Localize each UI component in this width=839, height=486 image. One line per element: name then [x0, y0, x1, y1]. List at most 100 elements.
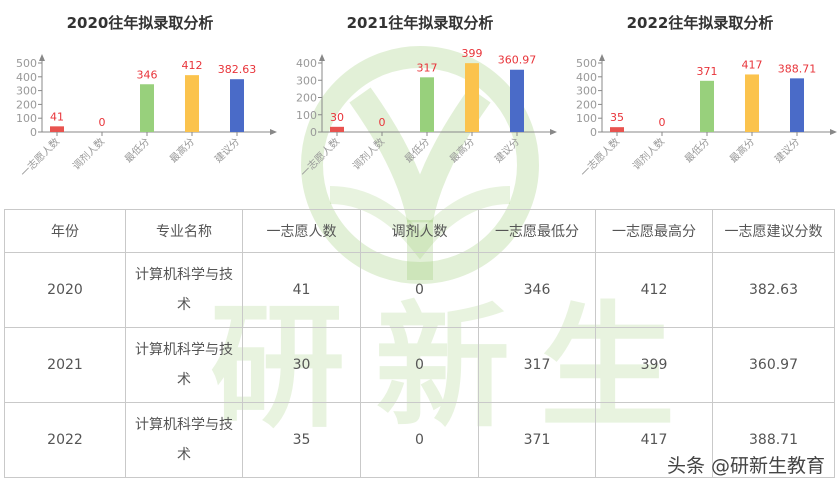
header-year: 年份 — [4, 209, 126, 253]
cell-year: 2020 — [4, 252, 126, 328]
x-axis-arrow-icon — [550, 129, 557, 135]
svg-text:0: 0 — [379, 116, 386, 129]
svg-text:417: 417 — [742, 58, 763, 71]
x-axis-arrow-icon — [270, 129, 277, 135]
svg-text:一志愿人数: 一志愿人数 — [298, 135, 343, 180]
svg-text:0: 0 — [590, 126, 597, 139]
header-max-score: 一志愿最高分 — [595, 209, 713, 253]
cell-min-score: 371 — [478, 402, 596, 478]
y-axis-arrow-icon — [599, 54, 605, 61]
svg-text:500: 500 — [576, 57, 597, 70]
table-row: 2020 计算机科学与技术 41 0 346 412 382.63 — [4, 252, 835, 328]
svg-text:调剂人数: 调剂人数 — [350, 135, 387, 172]
svg-text:400: 400 — [296, 57, 317, 70]
svg-text:200: 200 — [16, 98, 37, 111]
admission-table: 年份 专业名称 一志愿人数 调剂人数 一志愿最低分 一志愿最高分 一志愿建议分数… — [4, 209, 835, 478]
chart-title: 2020往年拟录取分析 — [66, 14, 214, 32]
bar — [140, 84, 154, 132]
svg-text:35: 35 — [610, 111, 624, 124]
svg-text:300: 300 — [576, 85, 597, 98]
cell-suggested-score: 360.97 — [712, 327, 835, 403]
cell-suggested-score: 388.71 — [712, 402, 835, 478]
svg-text:0: 0 — [30, 126, 37, 139]
header-first-choice-count: 一志愿人数 — [242, 209, 361, 253]
bar — [790, 78, 804, 132]
y-axis-arrow-icon — [319, 54, 325, 61]
cell-min-score: 346 — [478, 252, 596, 328]
cell-adjust-count: 0 — [360, 402, 479, 478]
bar-chart-plot: 010020030040030一志愿人数0调剂人数317最低分399最高分360… — [296, 47, 557, 180]
svg-text:41: 41 — [50, 110, 64, 123]
svg-text:200: 200 — [296, 92, 317, 105]
header-min-score: 一志愿最低分 — [478, 209, 596, 253]
svg-text:399: 399 — [462, 47, 483, 60]
cell-adjust-count: 0 — [360, 252, 479, 328]
svg-text:一志愿人数: 一志愿人数 — [578, 135, 623, 180]
bar — [745, 74, 759, 132]
svg-text:建议分: 建议分 — [212, 135, 242, 165]
svg-text:一志愿人数: 一志愿人数 — [18, 135, 63, 180]
bar-chart-plot: 010020030040050035一志愿人数0调剂人数371最低分417最高分… — [576, 54, 837, 180]
svg-text:412: 412 — [182, 59, 203, 72]
x-axis-arrow-icon — [830, 129, 837, 135]
svg-text:建议分: 建议分 — [492, 135, 522, 165]
svg-text:400: 400 — [16, 71, 37, 84]
svg-text:最低分: 最低分 — [682, 135, 712, 165]
svg-text:0: 0 — [659, 116, 666, 129]
source-watermark: 头条 @研新生教育 — [666, 455, 825, 477]
svg-text:371: 371 — [697, 65, 718, 78]
bar — [330, 126, 344, 132]
chart-2022: 2022往年拟录取分析 0 100 200 300 400 500 35 一志愿人数 0 调剂人数… — [560, 0, 839, 200]
cell-adjust-count: 0 — [360, 327, 479, 403]
chart-title: 2022往年拟录取分析 — [626, 14, 774, 32]
svg-text:360.97: 360.97 — [498, 54, 537, 67]
bar — [420, 77, 434, 132]
svg-text:300: 300 — [16, 85, 37, 98]
svg-text:最高分: 最高分 — [167, 135, 197, 165]
svg-text:200: 200 — [576, 98, 597, 111]
svg-text:100: 100 — [16, 112, 37, 125]
bar — [230, 79, 244, 132]
svg-text:建议分: 建议分 — [772, 135, 802, 165]
cell-min-score: 317 — [478, 327, 596, 403]
svg-text:388.71: 388.71 — [778, 62, 817, 75]
header-adjust-count: 调剂人数 — [360, 209, 479, 253]
svg-text:最低分: 最低分 — [402, 135, 432, 165]
y-axis-arrow-icon — [39, 54, 45, 61]
bar — [700, 80, 714, 132]
header-major: 专业名称 — [125, 209, 243, 253]
table-row: 2022 计算机科学与技术 35 0 371 417 388.71 — [4, 402, 835, 478]
bar — [465, 63, 479, 132]
chart-title: 2021往年拟录取分析 — [346, 14, 494, 32]
svg-text:调剂人数: 调剂人数 — [630, 135, 667, 172]
bar — [510, 69, 524, 132]
header-suggested-score: 一志愿建议分数 — [712, 209, 835, 253]
svg-text:100: 100 — [296, 109, 317, 122]
cell-major: 计算机科学与技术 — [125, 327, 243, 403]
bar — [50, 126, 64, 132]
cell-first-choice-count: 30 — [242, 327, 361, 403]
cell-max-score: 417 — [595, 402, 713, 478]
bar-chart-plot: 010020030040050041一志愿人数0调剂人数346最低分412最高分… — [16, 54, 277, 180]
table-header-row: 年份 专业名称 一志愿人数 调剂人数 一志愿最低分 一志愿最高分 一志愿建议分数 — [4, 209, 835, 253]
svg-text:0: 0 — [310, 126, 317, 139]
svg-text:0: 0 — [99, 116, 106, 129]
chart-2020: 2020往年拟录取分析 0 100 200 300 400 500 41 一志愿人数 0 调剂人数… — [0, 0, 280, 200]
svg-text:30: 30 — [330, 111, 344, 124]
cell-suggested-score: 382.63 — [712, 252, 835, 328]
bar — [610, 127, 624, 132]
svg-text:100: 100 — [576, 112, 597, 125]
svg-text:最低分: 最低分 — [122, 135, 152, 165]
svg-text:300: 300 — [296, 74, 317, 87]
svg-text:317: 317 — [417, 61, 438, 74]
svg-text:最高分: 最高分 — [447, 135, 477, 165]
cell-max-score: 399 — [595, 327, 713, 403]
cell-first-choice-count: 41 — [242, 252, 361, 328]
cell-major: 计算机科学与技术 — [125, 402, 243, 478]
svg-text:最高分: 最高分 — [727, 135, 757, 165]
svg-text:调剂人数: 调剂人数 — [70, 135, 107, 172]
table-row: 2021 计算机科学与技术 30 0 317 399 360.97 — [4, 327, 835, 403]
bar — [185, 75, 199, 132]
cell-year: 2021 — [4, 327, 126, 403]
cell-major: 计算机科学与技术 — [125, 252, 243, 328]
